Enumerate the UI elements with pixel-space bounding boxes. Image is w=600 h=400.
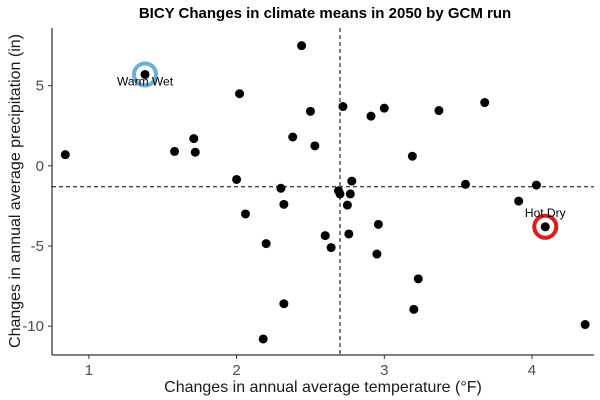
x-tick-label: 3 (380, 362, 388, 379)
y-tick-label: 0 (36, 158, 44, 175)
highlight-label: Hot Dry (525, 206, 566, 220)
y-axis-label: Changes in annual average precipitation … (7, 34, 24, 348)
y-tick-label: 5 (36, 78, 44, 95)
data-point (580, 320, 590, 330)
x-tick-label: 4 (528, 362, 536, 379)
data-point (434, 106, 444, 116)
x-tick-label: 2 (232, 362, 240, 379)
data-point (373, 219, 383, 229)
data-point (344, 229, 354, 239)
data-point (276, 183, 286, 193)
data-point (480, 98, 490, 108)
data-point (407, 151, 417, 161)
highlight-rings (132, 61, 559, 240)
data-point (189, 134, 199, 144)
data-point (326, 243, 336, 253)
data-point (279, 299, 289, 309)
data-point (320, 231, 330, 241)
data-point (342, 200, 352, 210)
data-point (413, 274, 423, 284)
data-point (60, 150, 70, 160)
data-point (288, 132, 298, 142)
data-point (258, 334, 268, 344)
data-point (305, 106, 315, 116)
annotation-labels: Warm Wet Hot Dry (117, 74, 566, 219)
y-tick-label: -5 (31, 238, 44, 255)
data-point (261, 239, 271, 249)
highlight-ring (132, 61, 159, 88)
data-point (279, 199, 289, 209)
data-point (310, 141, 320, 151)
data-point (140, 69, 150, 79)
data-point (372, 249, 382, 259)
data-point (240, 209, 250, 219)
data-point (235, 89, 245, 99)
data-points (60, 41, 590, 344)
chart-title: BICY Changes in climate means in 2050 by… (139, 5, 511, 22)
data-point (190, 147, 200, 157)
data-point (347, 176, 357, 186)
data-point (409, 304, 419, 314)
data-point (366, 111, 376, 121)
data-point (379, 103, 389, 113)
data-point (514, 196, 524, 206)
x-tick-label: 1 (85, 362, 93, 379)
data-point (170, 146, 180, 156)
data-point (345, 189, 355, 199)
data-point (338, 102, 348, 112)
axis-ticks: 1 2 3 4 -10 -5 0 5 (22, 78, 536, 379)
data-point (461, 179, 471, 189)
y-tick-label: -10 (22, 318, 44, 335)
highlight-ring (532, 213, 559, 240)
data-point (335, 189, 345, 199)
data-point (540, 222, 550, 232)
plot-area: 1 2 3 4 -10 -5 0 5 Warm Wet Hot Dry (22, 28, 594, 379)
data-point (232, 174, 242, 184)
data-point (531, 180, 541, 190)
highlight-label: Warm Wet (117, 74, 174, 88)
data-point (297, 41, 307, 51)
x-axis-label: Changes in annual average temperature (°… (164, 379, 482, 396)
